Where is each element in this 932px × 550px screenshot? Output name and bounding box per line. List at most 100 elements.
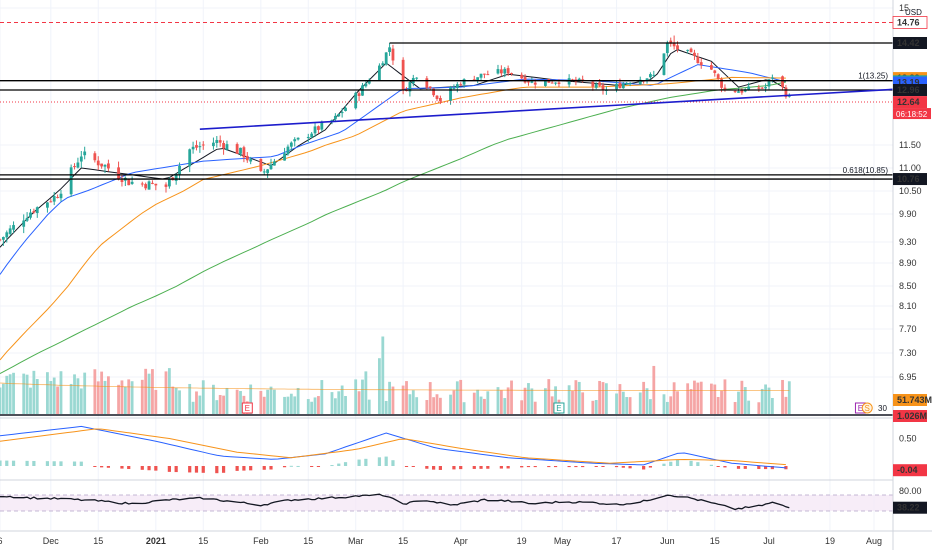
- candle-body: [737, 91, 740, 93]
- macd-histogram-bar: [52, 461, 56, 466]
- volume-bar: [720, 390, 723, 414]
- candle-body: [357, 93, 361, 96]
- volume-bar: [733, 402, 737, 414]
- volume-bar: [554, 386, 557, 414]
- macd-histogram-bar: [174, 466, 178, 473]
- macd-histogram-bar: [689, 460, 693, 466]
- macd-tick-label: 0.50: [899, 434, 917, 444]
- price-tick-label: 8.50: [899, 281, 917, 291]
- volume-bar: [79, 388, 83, 414]
- time-axis-label: 6: [0, 536, 3, 546]
- volume-bar: [432, 397, 436, 414]
- volume-bar: [195, 391, 198, 414]
- volume-bar: [530, 388, 534, 414]
- candle-body: [144, 184, 148, 189]
- macd-histogram-bar: [716, 466, 720, 467]
- volume-bar: [435, 394, 439, 414]
- time-axis-label: 19: [517, 536, 527, 546]
- candle-body: [239, 147, 242, 154]
- candle-body: [757, 87, 761, 89]
- macd-histogram-bar: [120, 466, 124, 469]
- price-tick-label: 11.50: [899, 140, 921, 150]
- price-badge: 14.42: [897, 38, 920, 48]
- time-axis-label: 15: [398, 536, 408, 546]
- volume-bar: [293, 396, 297, 414]
- volume-bar: [716, 396, 720, 414]
- event-marker: [861, 402, 873, 414]
- volume-bar: [1, 383, 5, 414]
- volume-bar: [533, 401, 537, 414]
- candle-body: [73, 166, 76, 168]
- volume-badge-bg: [893, 410, 927, 422]
- candle-body: [140, 183, 144, 185]
- volume-bar: [401, 385, 405, 414]
- volume-bar: [571, 390, 574, 414]
- volume-bar: [449, 394, 452, 414]
- volume-bar: [239, 391, 242, 414]
- event-marker: [553, 402, 565, 414]
- rsi-badge-bg: [893, 501, 927, 514]
- price-tick-label: 6.95: [899, 372, 917, 382]
- volume-bar: [76, 378, 80, 414]
- candle-body: [381, 63, 385, 66]
- macd-histogram-bar: [452, 466, 456, 470]
- volume-bar: [462, 402, 466, 414]
- macd-histogram-bar: [743, 466, 747, 469]
- candle-body: [12, 225, 15, 230]
- volume-bar: [364, 371, 368, 414]
- candle-body: [1, 237, 5, 240]
- macd-histogram-bar: [411, 466, 415, 467]
- candle-body: [455, 84, 459, 89]
- candle-body: [472, 79, 476, 81]
- volume-bar: [405, 381, 408, 414]
- volume-bar: [479, 396, 483, 414]
- volume-bar: [747, 400, 751, 414]
- volume-bar: [262, 396, 266, 414]
- candle-body: [554, 82, 557, 84]
- event-marker-label: E: [556, 404, 561, 413]
- macd-histogram-bar: [100, 466, 104, 468]
- candle-body: [259, 158, 263, 171]
- volume-bar: [510, 380, 513, 414]
- candle-body: [178, 165, 181, 175]
- volume-bar: [767, 387, 771, 414]
- candle-body: [760, 87, 764, 89]
- macd-histogram-bar: [567, 466, 571, 468]
- macd-histogram-bar: [425, 466, 429, 469]
- candle-body: [577, 78, 581, 81]
- rsi-tick-label: 80.00: [899, 486, 922, 496]
- candle-body: [764, 87, 767, 89]
- volume-bar: [625, 397, 629, 414]
- candle-body: [25, 217, 29, 221]
- volume-bar: [506, 387, 510, 414]
- volume-bar: [781, 379, 784, 414]
- volume-bar: [12, 372, 15, 414]
- volume-bar: [140, 379, 144, 414]
- volume-bar: [567, 385, 571, 414]
- volume-bar: [743, 387, 747, 414]
- candle-body: [449, 87, 452, 101]
- candle-body: [344, 107, 347, 112]
- candle-body: [120, 179, 124, 183]
- volume-bar: [49, 381, 53, 414]
- candle-body: [79, 156, 83, 162]
- level-label: 0.618(10.85): [843, 166, 889, 175]
- volume-bar: [581, 392, 585, 414]
- macd-histogram-bar: [723, 466, 727, 468]
- candle-body: [391, 48, 395, 61]
- volume-bar: [215, 400, 219, 414]
- candle-body: [432, 88, 436, 96]
- volume-bar: [770, 397, 774, 414]
- volume-bar: [56, 386, 59, 414]
- volume-bar: [459, 379, 463, 414]
- event-marker-label: E: [858, 404, 863, 413]
- volume-bar: [5, 375, 9, 414]
- trendline-line: [199, 88, 894, 130]
- macd-histogram-bar: [25, 460, 29, 466]
- volume-bar: [289, 393, 293, 414]
- macd-badge: -0.04: [897, 465, 918, 475]
- candle-body: [665, 42, 669, 54]
- volume-bar: [676, 391, 679, 414]
